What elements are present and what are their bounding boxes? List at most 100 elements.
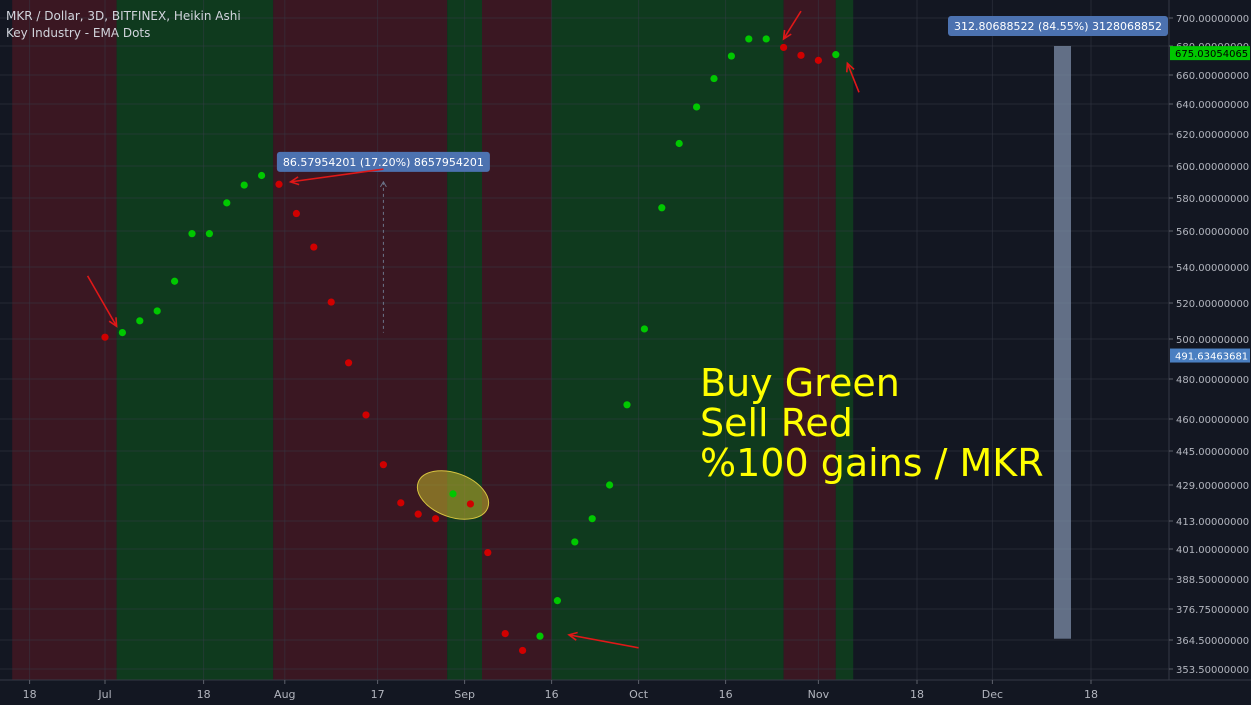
price-tags: 675.03054065 491.63463681 — [1170, 46, 1250, 363]
ema-dot-sell-17 — [397, 499, 405, 507]
price-tag-label-1: 491.63463681 — [1175, 352, 1248, 363]
time-tick-label-12: 18 — [1084, 688, 1098, 701]
time-tick-label-3: Aug — [274, 688, 295, 701]
ema-dot-buy-34 — [693, 103, 701, 111]
ema-dot-sell-39 — [780, 43, 788, 52]
measure-arrowhead-0 — [379, 180, 387, 188]
time-axis-background[interactable] — [0, 680, 1251, 705]
grid-lines — [0, 0, 1169, 680]
ema-dot-buy-37 — [745, 35, 753, 43]
ema-dot-buy-6 — [205, 230, 213, 238]
time-tick-label-11: Dec — [982, 688, 1003, 701]
price-tick-label-6: 580.00000000 — [1176, 194, 1249, 205]
arrow-head-1 — [288, 176, 300, 186]
ema-dot-sell-19 — [432, 515, 440, 523]
price-tick-label-14: 429.00000000 — [1176, 481, 1249, 492]
arrow-line-3 — [782, 10, 802, 40]
time-tick-label-5: Sep — [454, 688, 475, 701]
ema-dot-buy-25 — [536, 632, 544, 640]
time-tick-label-6: 16 — [545, 688, 559, 701]
ema-dot-sell-21 — [466, 500, 474, 508]
ema-dot-buy-28 — [588, 515, 596, 523]
measure-bar-1 — [1054, 46, 1071, 639]
ema-dot-buy-2 — [136, 317, 144, 325]
ema-dot-sell-22 — [484, 548, 492, 557]
ema-dot-buy-38 — [762, 35, 770, 43]
price-tick-label-2: 660.00000000 — [1176, 71, 1249, 82]
ema-dot-buy-1 — [118, 328, 126, 337]
price-tick-label-7: 560.00000000 — [1176, 227, 1249, 238]
price-tick-label-4: 620.00000000 — [1176, 130, 1249, 141]
chart-title: MKR / Dollar, 3D, BITFINEX, Heikin Ashi — [6, 9, 241, 23]
ema-dot-buy-7 — [223, 199, 231, 207]
ema-dot-buy-33 — [675, 139, 683, 148]
time-tick-label-9: Nov — [808, 688, 830, 701]
price-tick-label-17: 388.50000000 — [1176, 575, 1249, 586]
time-tick-label-4: 17 — [371, 688, 385, 701]
time-tick-label-7: Oct — [629, 688, 649, 701]
price-tick-label-8: 540.00000000 — [1176, 263, 1249, 274]
time-tick-label-2: 18 — [197, 688, 211, 701]
annotation-arrows — [86, 10, 860, 649]
arrow-head-4 — [845, 61, 855, 73]
measurements: 86.57954201 (17.20%) 8657954201 312.80688… — [276, 16, 1168, 639]
price-tick-label-20: 353.50000000 — [1176, 665, 1249, 676]
arrow-head-3 — [782, 29, 792, 41]
zone-buy-8 — [835, 0, 854, 680]
arrow-line-0 — [86, 275, 118, 327]
measure-label-1: 312.80688522 (84.55%) 3128068852 — [954, 20, 1162, 33]
ema-dot-buy-8 — [240, 181, 248, 189]
arrow-line-2 — [568, 634, 639, 649]
price-tick-label-9: 520.00000000 — [1176, 299, 1249, 310]
price-tick-label-11: 480.00000000 — [1176, 375, 1249, 386]
zone-buy-1 — [116, 0, 274, 680]
ema-dot-sell-10 — [275, 180, 283, 188]
ema-dot-buy-29 — [606, 481, 614, 489]
price-tick-label-10: 500.00000000 — [1176, 335, 1249, 346]
annotation-sell: Sell Red — [700, 401, 853, 445]
ema-dot-sell-40 — [797, 51, 805, 59]
zone-buy-4 — [464, 0, 482, 680]
zone-buy-6 — [551, 0, 784, 680]
ema-dot-sell-18 — [414, 510, 422, 518]
ema-dot-buy-31 — [640, 325, 649, 333]
ema-dot-buy-27 — [571, 538, 579, 546]
ema-dot-buy-36 — [727, 52, 736, 60]
arrow-head-0 — [108, 317, 118, 328]
price-tick-label-18: 376.75000000 — [1176, 605, 1249, 616]
price-tag-bg-1 — [1170, 348, 1250, 363]
arrow-line-4 — [846, 62, 860, 93]
annotation-gains: %100 gains / MKR — [700, 441, 1044, 485]
ema-dot-sell-23 — [501, 629, 509, 638]
price-tick-label-15: 413.00000000 — [1176, 517, 1249, 528]
ema-dot-buy-30 — [623, 401, 631, 409]
zone-sell-7 — [783, 0, 836, 680]
ema-dot-sell-11 — [292, 209, 300, 218]
price-tick-label-0: 700.00000000 — [1176, 14, 1249, 25]
ema-dot-buy-9 — [258, 171, 266, 180]
ema-dot-sell-12 — [310, 243, 318, 251]
ema-dot-buy-32 — [658, 204, 666, 212]
ema-dot-sell-24 — [519, 646, 527, 655]
ema-dots — [101, 35, 840, 655]
price-tag-bg-0 — [1170, 46, 1250, 61]
ema-dot-buy-26 — [553, 597, 562, 605]
price-tick-label-12: 460.00000000 — [1176, 415, 1249, 426]
ema-dot-sell-0 — [101, 333, 109, 341]
ema-dot-sell-13 — [327, 298, 335, 306]
ema-dot-sell-16 — [379, 461, 387, 469]
measure-label-0: 86.57954201 (17.20%) 8657954201 — [283, 156, 484, 169]
ema-dot-buy-35 — [710, 74, 718, 83]
ema-dot-buy-5 — [188, 230, 196, 238]
ema-dot-buy-20 — [449, 490, 457, 498]
ema-dot-buy-4 — [171, 277, 179, 285]
price-tick-label-5: 600.00000000 — [1176, 162, 1249, 173]
ema-dot-sell-15 — [362, 411, 370, 419]
measure-label-bg-0 — [276, 151, 490, 172]
signal-zones — [12, 0, 854, 680]
time-axis-ticks: 18 Jul 18 Aug 17 Sep 16 Oct 16 Nov 18 Dec 18 — [23, 680, 1098, 701]
price-tick-label-19: 364.50000000 — [1176, 636, 1249, 647]
price-tick-label-13: 445.00000000 — [1176, 447, 1249, 458]
zone-sell-5 — [482, 0, 552, 680]
